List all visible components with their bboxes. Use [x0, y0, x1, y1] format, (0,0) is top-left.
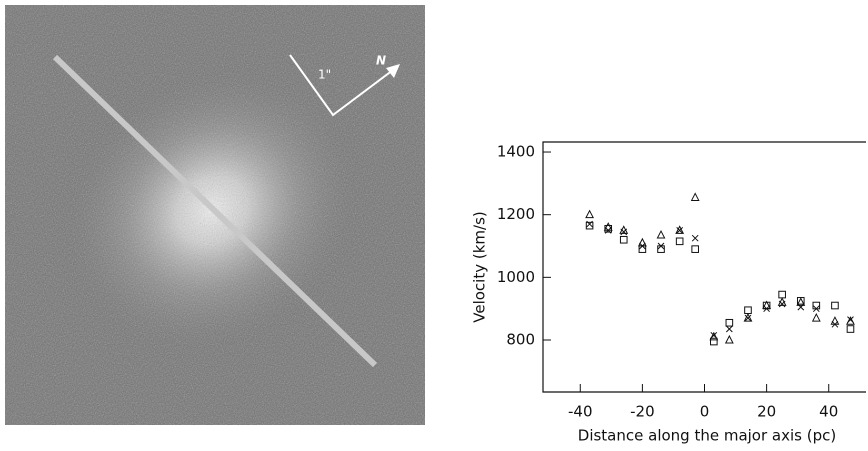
point-cross	[847, 316, 854, 323]
y-tick-label: 1200	[497, 205, 535, 223]
point-cross	[763, 305, 770, 313]
point-square	[725, 318, 734, 327]
point-square	[691, 245, 699, 253]
point-cross	[639, 242, 646, 250]
point-triangle	[846, 316, 855, 325]
point-cross	[676, 226, 684, 234]
y-tick-label: 1400	[497, 143, 535, 161]
point-triangle	[796, 297, 806, 306]
point-square	[604, 224, 613, 233]
scale-label: 1"	[318, 68, 331, 82]
point-cross	[620, 228, 628, 236]
point-cross	[812, 305, 820, 313]
x-tick-label: -20	[630, 403, 655, 421]
point-square	[619, 235, 628, 244]
point-cross	[744, 314, 752, 322]
point-cross	[725, 325, 733, 333]
compass	[289, 54, 394, 117]
x-tick-label: 0	[700, 403, 710, 421]
point-cross	[831, 320, 839, 328]
x-tick-label: -40	[568, 403, 593, 421]
point-cross	[604, 226, 612, 234]
point-square	[710, 337, 718, 346]
slit	[52, 54, 378, 368]
point-square	[778, 290, 786, 299]
point-cross	[657, 242, 665, 250]
x-axis-label: Distance along the major axis (pc)	[578, 427, 836, 445]
point-triangle	[675, 225, 685, 234]
y-tick-label: 800	[506, 330, 535, 348]
point-triangle	[637, 237, 647, 247]
point-triangle	[656, 229, 666, 239]
point-triangle	[585, 209, 595, 219]
point-cross	[778, 300, 786, 308]
point-triangle	[603, 222, 613, 231]
point-square	[831, 301, 839, 310]
point-triangle	[830, 316, 840, 325]
point-triangle	[709, 331, 719, 341]
point-square	[846, 325, 855, 333]
point-square	[812, 301, 821, 310]
point-triangle	[690, 192, 700, 201]
x-tick-label: 40	[819, 403, 838, 421]
point-square	[796, 297, 805, 305]
point-cross	[586, 220, 593, 228]
point-cross	[691, 234, 699, 242]
north-label: N	[376, 54, 386, 68]
point-square	[657, 245, 665, 253]
point-square	[585, 221, 594, 230]
point-triangle	[811, 312, 821, 322]
point-square	[638, 245, 647, 253]
y-axis-label: Velocity (km/s)	[471, 211, 489, 322]
point-cross	[710, 331, 718, 339]
point-square	[675, 237, 684, 246]
x-tick-label: 20	[757, 403, 776, 421]
point-triangle	[743, 312, 753, 322]
y-tick-label: 1000	[497, 268, 535, 286]
point-square	[744, 306, 752, 315]
axes-frame	[542, 141, 866, 393]
point-cross	[797, 303, 805, 311]
galaxy-image: 1" N	[5, 5, 425, 425]
point-triangle	[724, 334, 734, 344]
